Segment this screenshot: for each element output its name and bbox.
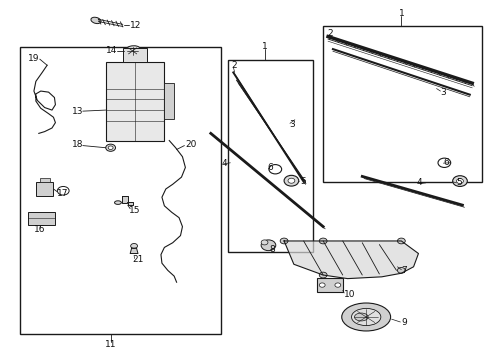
Circle shape <box>453 176 467 186</box>
Ellipse shape <box>354 313 368 321</box>
Text: 2: 2 <box>327 29 333 38</box>
Circle shape <box>131 243 138 248</box>
Polygon shape <box>284 241 418 279</box>
Text: 4: 4 <box>221 159 227 168</box>
Circle shape <box>397 238 405 244</box>
Circle shape <box>261 240 276 251</box>
Circle shape <box>106 144 116 151</box>
Bar <box>36 182 53 196</box>
Text: 14: 14 <box>106 46 117 55</box>
Text: 8: 8 <box>270 246 275 255</box>
Text: 3: 3 <box>289 120 294 129</box>
Ellipse shape <box>124 46 141 56</box>
Polygon shape <box>122 196 133 205</box>
Text: 12: 12 <box>130 21 142 30</box>
Circle shape <box>457 179 464 184</box>
Ellipse shape <box>115 201 122 204</box>
Bar <box>27 212 55 225</box>
Bar <box>40 178 49 182</box>
Text: 1: 1 <box>262 42 268 51</box>
Text: 3: 3 <box>441 87 446 96</box>
Bar <box>164 83 174 119</box>
Polygon shape <box>130 248 138 253</box>
Circle shape <box>319 283 325 287</box>
Bar <box>323 26 482 182</box>
Text: 15: 15 <box>129 206 141 215</box>
Text: 1: 1 <box>398 9 404 18</box>
Text: 7: 7 <box>401 266 407 275</box>
Text: 9: 9 <box>401 318 407 327</box>
Ellipse shape <box>342 303 391 331</box>
Bar <box>228 60 314 252</box>
Ellipse shape <box>351 309 381 325</box>
Circle shape <box>319 238 327 244</box>
Text: 16: 16 <box>34 225 46 234</box>
Text: 18: 18 <box>72 140 83 149</box>
Bar <box>123 48 147 62</box>
Circle shape <box>288 178 295 183</box>
Bar <box>106 62 164 140</box>
Circle shape <box>319 272 327 278</box>
Text: 4: 4 <box>417 178 422 187</box>
Bar <box>20 47 221 334</box>
Text: 21: 21 <box>133 255 144 264</box>
Ellipse shape <box>91 17 101 24</box>
Bar <box>318 278 343 292</box>
Text: 2: 2 <box>232 62 238 71</box>
Circle shape <box>397 267 405 273</box>
Text: 10: 10 <box>344 289 356 298</box>
Text: 11: 11 <box>105 341 117 350</box>
Text: 13: 13 <box>72 107 83 116</box>
Text: 5: 5 <box>456 178 462 187</box>
Circle shape <box>280 238 288 244</box>
Text: 19: 19 <box>27 54 39 63</box>
Text: 6: 6 <box>444 158 450 167</box>
Circle shape <box>335 283 341 287</box>
Text: 5: 5 <box>300 177 306 186</box>
Text: 6: 6 <box>267 163 273 172</box>
Circle shape <box>108 146 113 149</box>
Circle shape <box>284 175 299 186</box>
Text: 17: 17 <box>57 189 69 198</box>
Text: 20: 20 <box>185 140 197 149</box>
Circle shape <box>261 240 268 245</box>
